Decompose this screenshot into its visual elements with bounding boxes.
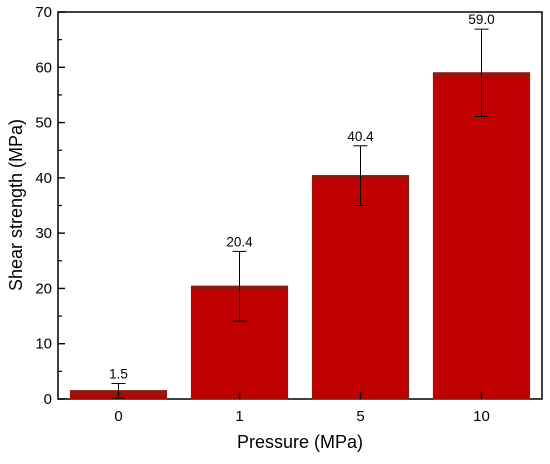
data-label: 20.4 [226, 234, 253, 249]
x-tick-label: 0 [114, 408, 122, 425]
y-tick-label: 50 [35, 115, 52, 132]
bars [69, 72, 531, 400]
y-tick-label: 0 [44, 391, 52, 408]
data-labels: 1.5 20.4 40.4 59.0 [109, 12, 495, 381]
bar [311, 175, 410, 400]
data-label: 40.4 [347, 129, 374, 144]
x-tick-label: 10 [473, 408, 490, 425]
data-label: 59.0 [468, 12, 494, 27]
bar [432, 72, 531, 400]
y-tick-label: 10 [35, 336, 52, 353]
x-axis: 0 1 5 10 [114, 392, 490, 425]
data-label: 1.5 [109, 367, 128, 382]
y-tick-label: 60 [35, 59, 52, 76]
x-tick-label: 1 [235, 408, 243, 425]
y-tick-label: 30 [35, 225, 52, 242]
y-axis: 0 10 20 30 40 50 60 70 [35, 4, 65, 408]
y-tick-label: 20 [35, 280, 52, 297]
error-bars [111, 28, 489, 399]
y-tick-label: 40 [35, 170, 52, 187]
x-axis-title: Pressure (MPa) [237, 432, 363, 452]
y-axis-title: Shear strength (MPa) [6, 119, 26, 291]
y-tick-label: 70 [35, 4, 52, 21]
x-tick-label: 5 [356, 408, 364, 425]
